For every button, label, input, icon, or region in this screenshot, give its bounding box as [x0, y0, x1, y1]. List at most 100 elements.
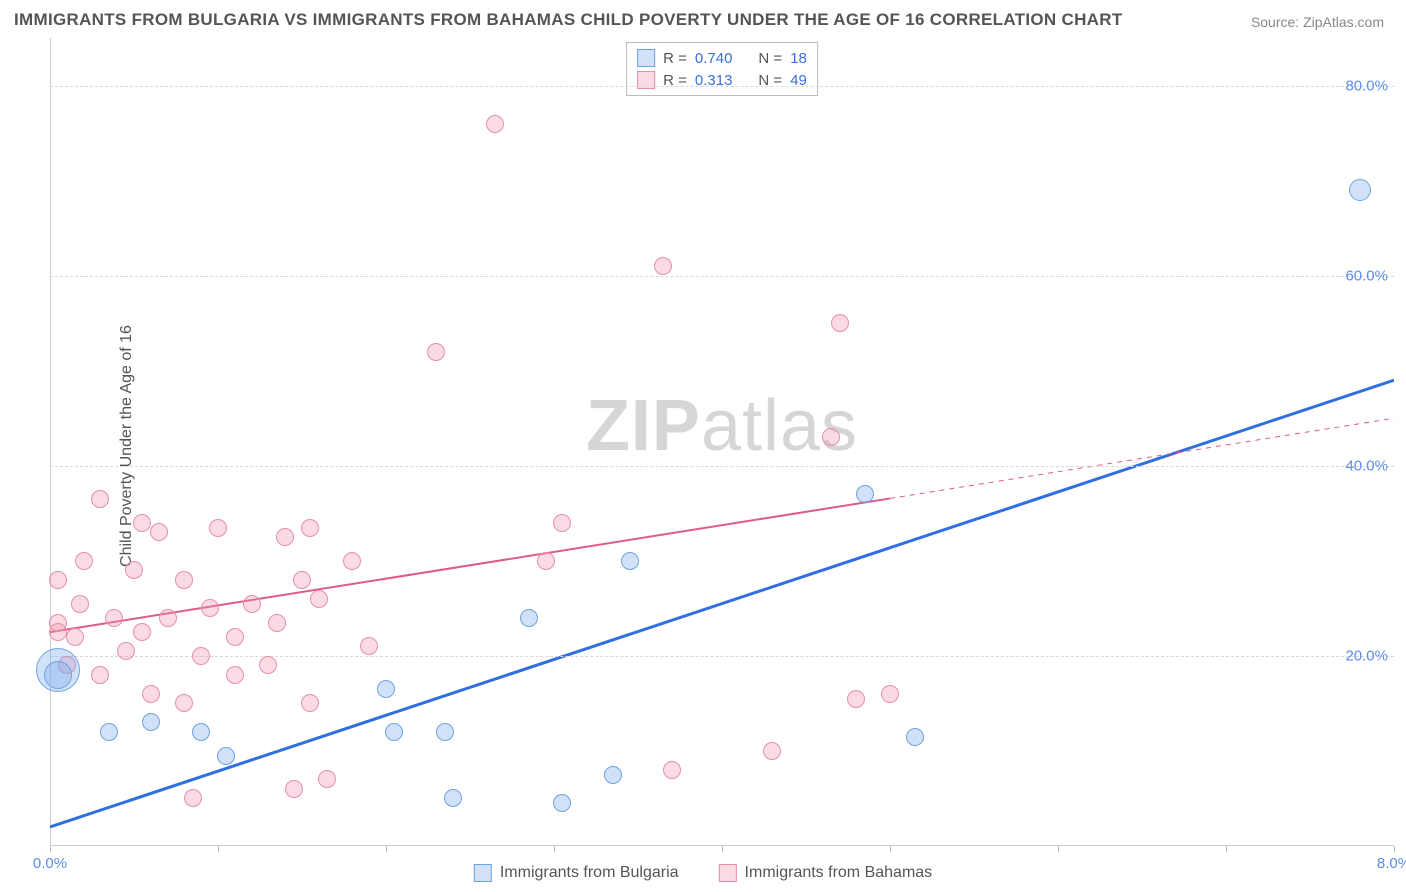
trend-lines-layer [50, 38, 1394, 846]
data-point-bahamas [75, 552, 93, 570]
source-attribution: Source: ZipAtlas.com [1251, 14, 1384, 30]
series-name-bulgaria: Immigrants from Bulgaria [500, 864, 679, 882]
data-point-bahamas [268, 614, 286, 632]
data-point-bulgaria [377, 680, 395, 698]
data-point-bahamas [133, 623, 151, 641]
data-point-bulgaria [44, 661, 72, 689]
data-point-bahamas [301, 694, 319, 712]
data-point-bahamas [663, 761, 681, 779]
data-point-bahamas [175, 571, 193, 589]
data-point-bahamas [310, 590, 328, 608]
data-point-bahamas [301, 519, 319, 537]
data-point-bahamas [117, 642, 135, 660]
data-point-bahamas [91, 490, 109, 508]
data-point-bulgaria [217, 747, 235, 765]
data-point-bahamas [881, 685, 899, 703]
data-point-bahamas [427, 343, 445, 361]
series-name-bahamas: Immigrants from Bahamas [745, 864, 933, 882]
watermark-zip: ZIP [586, 386, 701, 466]
data-point-bulgaria [436, 723, 454, 741]
y-tick-label: 40.0% [1345, 457, 1388, 474]
data-point-bahamas [49, 614, 67, 632]
y-tick-label: 20.0% [1345, 647, 1388, 664]
x-tick-mark [1058, 846, 1059, 852]
data-point-bahamas [49, 571, 67, 589]
data-point-bulgaria [520, 609, 538, 627]
data-point-bahamas [91, 666, 109, 684]
gridline [50, 86, 1394, 87]
data-point-bahamas [537, 552, 555, 570]
swatch-bahamas [719, 864, 737, 882]
chart-title: IMMIGRANTS FROM BULGARIA VS IMMIGRANTS F… [14, 10, 1123, 30]
x-tick-label: 8.0% [1377, 855, 1406, 872]
data-point-bulgaria [906, 728, 924, 746]
x-tick-mark [1394, 846, 1395, 852]
data-point-bahamas [66, 628, 84, 646]
data-point-bahamas [71, 595, 89, 613]
legend-row-bulgaria: R = 0.740 N = 18 [637, 47, 807, 69]
n-label: N = [758, 50, 782, 67]
data-point-bulgaria [142, 713, 160, 731]
chart-plot-area: ZIPatlas R = 0.740 N = 18 R = 0.313 N = … [50, 38, 1394, 846]
x-tick-mark [386, 846, 387, 852]
data-point-bulgaria [385, 723, 403, 741]
x-tick-mark [50, 846, 51, 852]
data-point-bahamas [125, 561, 143, 579]
legend-item-bahamas: Immigrants from Bahamas [719, 864, 933, 882]
n-value-bulgaria: 18 [790, 50, 807, 67]
gridline [50, 656, 1394, 657]
watermark: ZIPatlas [586, 385, 858, 467]
data-point-bulgaria [621, 552, 639, 570]
source-label: Source: [1251, 14, 1299, 30]
swatch-bulgaria [474, 864, 492, 882]
data-point-bahamas [285, 780, 303, 798]
data-point-bulgaria [604, 766, 622, 784]
data-point-bahamas [105, 609, 123, 627]
data-point-bahamas [226, 628, 244, 646]
data-point-bahamas [553, 514, 571, 532]
gridline [50, 276, 1394, 277]
x-tick-mark [890, 846, 891, 852]
source-value: ZipAtlas.com [1303, 14, 1384, 30]
data-point-bahamas [150, 523, 168, 541]
data-point-bulgaria [100, 723, 118, 741]
data-point-bahamas [175, 694, 193, 712]
y-tick-label: 60.0% [1345, 267, 1388, 284]
data-point-bahamas [343, 552, 361, 570]
r-label: R = [663, 50, 687, 67]
data-point-bahamas [243, 595, 261, 613]
y-axis-line [50, 38, 51, 846]
data-point-bahamas [226, 666, 244, 684]
correlation-legend: R = 0.740 N = 18 R = 0.313 N = 49 [626, 42, 818, 96]
data-point-bahamas [276, 528, 294, 546]
y-tick-label: 80.0% [1345, 77, 1388, 94]
data-point-bahamas [192, 647, 210, 665]
x-tick-mark [218, 846, 219, 852]
legend-item-bulgaria: Immigrants from Bulgaria [474, 864, 679, 882]
data-point-bahamas [486, 115, 504, 133]
data-point-bulgaria [856, 485, 874, 503]
data-point-bahamas [831, 314, 849, 332]
r-value-bulgaria: 0.740 [695, 50, 733, 67]
data-point-bahamas [293, 571, 311, 589]
data-point-bahamas [209, 519, 227, 537]
series-legend: Immigrants from Bulgaria Immigrants from… [474, 864, 932, 882]
data-point-bulgaria [192, 723, 210, 741]
swatch-bulgaria [637, 49, 655, 67]
watermark-atlas: atlas [701, 386, 858, 466]
x-tick-mark [722, 846, 723, 852]
data-point-bahamas [318, 770, 336, 788]
data-point-bulgaria [553, 794, 571, 812]
data-point-bahamas [184, 789, 202, 807]
x-tick-label: 0.0% [33, 855, 67, 872]
data-point-bahamas [847, 690, 865, 708]
data-point-bahamas [259, 656, 277, 674]
data-point-bahamas [159, 609, 177, 627]
x-tick-mark [554, 846, 555, 852]
legend-row-bahamas: R = 0.313 N = 49 [637, 69, 807, 91]
data-point-bahamas [654, 257, 672, 275]
data-point-bahamas [763, 742, 781, 760]
data-point-bahamas [822, 428, 840, 446]
data-point-bahamas [133, 514, 151, 532]
gridline [50, 466, 1394, 467]
